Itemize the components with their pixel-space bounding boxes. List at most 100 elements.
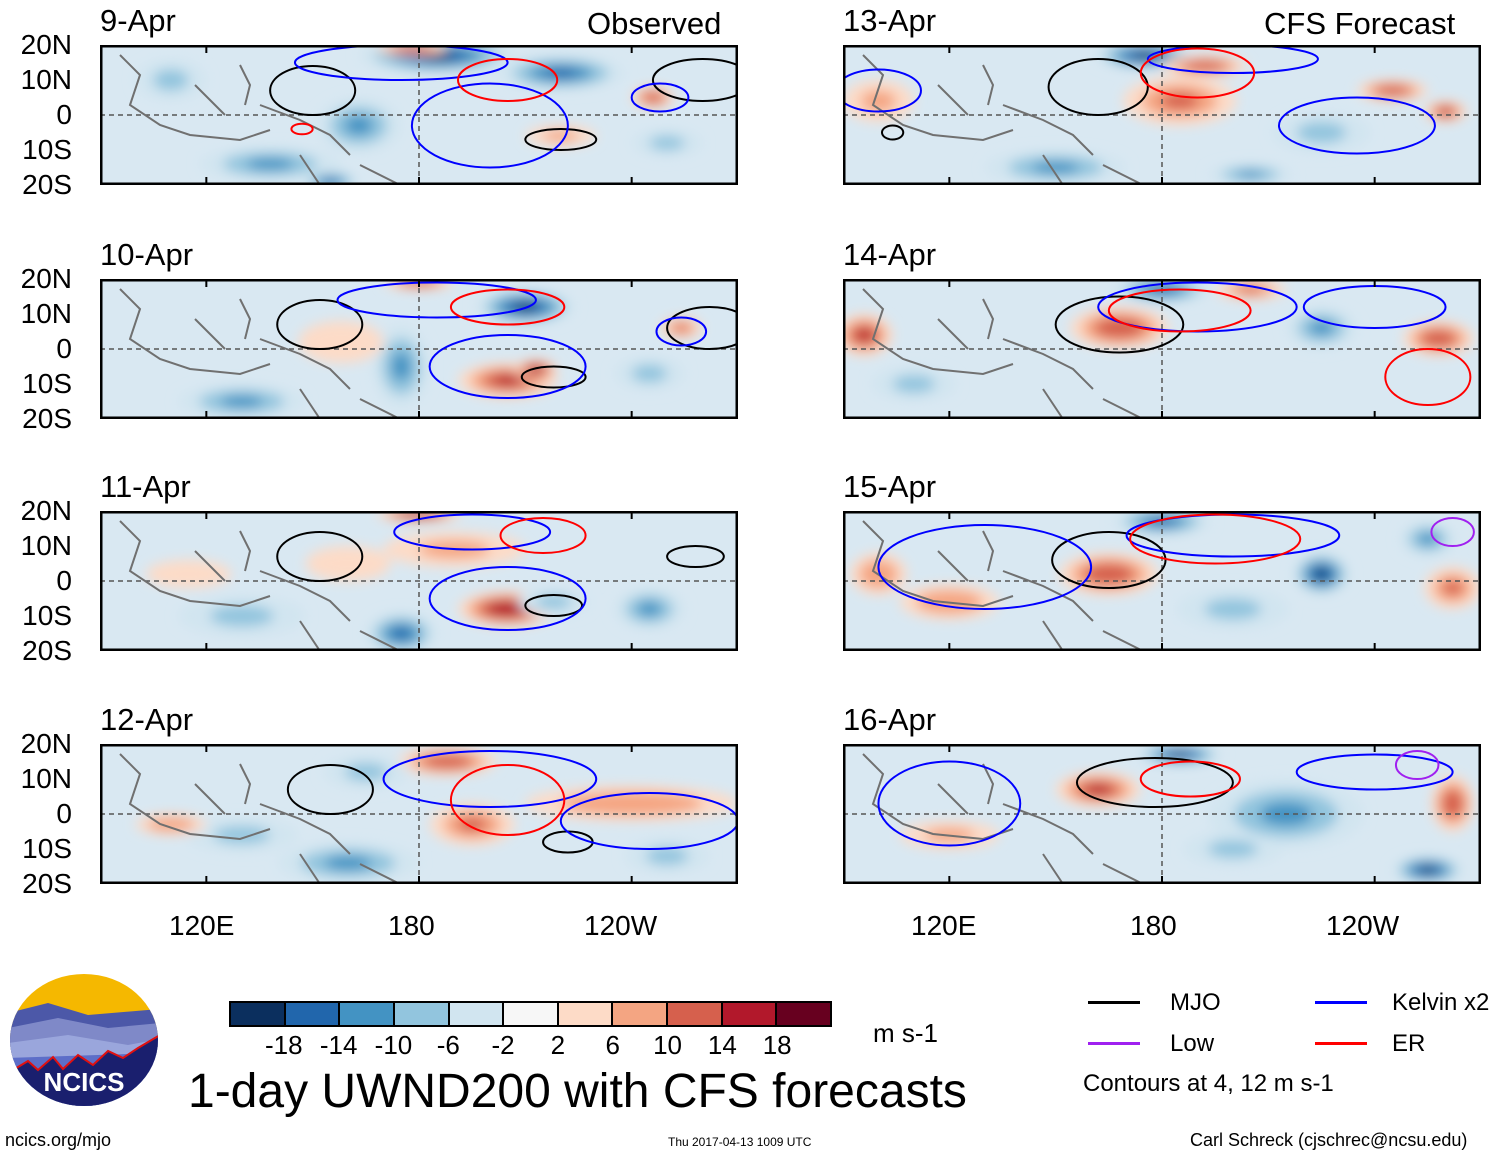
wind-anomaly-blob [1440, 108, 1451, 115]
er-contour [499, 517, 587, 554]
kelvin-contour [877, 524, 1093, 610]
ncics-logo[interactable]: NCICS [8, 973, 160, 1107]
wind-anomaly-blob [220, 395, 264, 408]
y-tick-label: 10S [22, 134, 72, 165]
map-panel [843, 45, 1481, 185]
y-tick-label: 10N [20, 298, 72, 329]
colorbar-swatch [722, 1003, 778, 1025]
mjo-contour [524, 594, 584, 617]
panel-date: 16-Apr [843, 702, 937, 737]
map-panel [843, 511, 1481, 651]
colorbar-tick-label: 6 [605, 1030, 620, 1060]
wind-anomaly-blob [674, 324, 689, 332]
observed-header: Observed [587, 6, 722, 41]
kelvin-contour [336, 281, 537, 319]
y-tick-label: 10S [22, 833, 72, 864]
wind-anomaly-blob [167, 567, 210, 581]
panel-date: 10-Apr [100, 237, 194, 272]
colorbar-swatch [777, 1003, 831, 1025]
low-contour [1430, 517, 1475, 547]
legend-line-low [1088, 1042, 1140, 1045]
colorbar-unit: m s-1 [873, 1018, 938, 1048]
kelvin-contour [630, 82, 690, 113]
y-tick-label: 20N [20, 728, 72, 759]
colorbar-swatch [285, 1003, 341, 1025]
x-tick-label: 120E [911, 910, 977, 941]
wind-anomaly-blob [543, 130, 579, 142]
wind-anomaly-blob [1193, 63, 1216, 69]
er-contour [456, 58, 559, 102]
panel-date: 11-Apr [100, 469, 191, 504]
wind-anomaly-blob [213, 826, 271, 844]
er-contour [1384, 348, 1472, 406]
panel-date: 9-Apr [100, 3, 176, 38]
mjo-contour [1054, 295, 1185, 354]
wind-anomaly-blob [1443, 581, 1463, 595]
coastline [119, 753, 401, 884]
map-panel [843, 279, 1481, 419]
wind-anomaly-blob [857, 329, 872, 341]
forecast-header: CFS Forecast [1264, 6, 1456, 41]
wind-anomaly-blob [344, 763, 388, 781]
wind-anomaly-blob [403, 46, 421, 51]
panel-date: 15-Apr [843, 469, 937, 504]
kelvin-contour [655, 316, 708, 347]
wind-anomaly-blob [246, 158, 294, 170]
kelvin-contour [293, 45, 509, 81]
wind-anomaly-blob [647, 94, 659, 101]
x-tick-label: 120W [1326, 910, 1400, 941]
footer-url[interactable]: ncics.org/mjo [5, 1130, 112, 1150]
wind-anomaly-blob [631, 364, 668, 383]
panel-date: 12-Apr [100, 702, 194, 737]
wind-anomaly-blob [535, 595, 572, 609]
panel-date: 14-Apr [843, 237, 937, 272]
colorbar-swatch [394, 1003, 450, 1025]
colorbar-swatch [558, 1003, 614, 1025]
wind-anomaly-blob [391, 352, 411, 381]
colorbar-tick-label: 18 [762, 1030, 792, 1060]
wind-anomaly-blob [1309, 321, 1334, 335]
wind-anomaly-blob [892, 375, 936, 393]
wind-anomaly-blob [457, 817, 487, 832]
colorbar-swatch [613, 1003, 669, 1025]
coastline [119, 54, 401, 185]
mjo-contour [651, 58, 738, 102]
y-tick-label: 20S [22, 868, 72, 899]
colorbar-tick-label: -18 [265, 1030, 303, 1060]
mjo-contour [1075, 757, 1234, 808]
colorbar-tick-label: 14 [707, 1030, 737, 1060]
x-tick-label: 120W [584, 910, 658, 941]
wind-anomaly-blob [1429, 334, 1448, 343]
wind-anomaly-blob [645, 847, 689, 865]
coastline [862, 753, 1144, 884]
er-contour [1139, 760, 1241, 798]
wind-anomaly-blob [434, 758, 460, 765]
er-contour [449, 764, 566, 836]
mjo-contour [276, 531, 364, 582]
panel-date: 13-Apr [843, 3, 937, 38]
wind-anomaly-blob [324, 856, 372, 870]
wind-anomaly-blob [860, 90, 897, 112]
y-tick-label: 20S [22, 169, 72, 200]
y-tick-label: 10N [20, 64, 72, 95]
kelvin-contour [410, 82, 569, 169]
kelvin-contour [559, 792, 738, 850]
wind-anomaly-blob [1160, 92, 1199, 110]
colorbar [229, 1001, 832, 1027]
mjo-contour [520, 365, 587, 389]
mjo-contour [666, 545, 725, 568]
wind-anomaly-blob [1296, 122, 1347, 143]
y-tick-label: 10S [22, 600, 72, 631]
wind-anomaly-blob [1171, 752, 1189, 757]
mjo-contour [524, 128, 598, 151]
colorbar-tick-label: -14 [319, 1030, 358, 1060]
colorbar-swatch [231, 1003, 286, 1025]
x-tick-label: 180 [1130, 910, 1177, 941]
wind-anomaly-blob [392, 628, 411, 639]
legend-label-er: ER [1392, 1030, 1426, 1057]
legend-label-kelvin: Kelvin x2 [1392, 989, 1490, 1016]
y-tick-label: 20N [20, 495, 72, 526]
colorbar-swatch [449, 1003, 505, 1025]
mjo-contour [666, 306, 738, 350]
y-tick-label: 20S [22, 635, 72, 666]
